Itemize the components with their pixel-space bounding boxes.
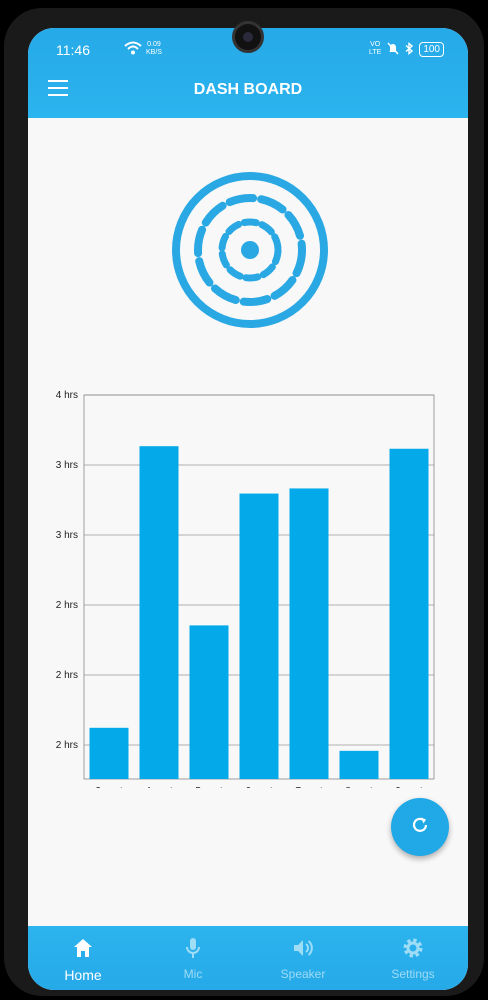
phone-frame: 11:46 0.09 KB/S VO LTE	[4, 8, 484, 996]
app-screen: 11:46 0.09 KB/S VO LTE	[28, 28, 468, 990]
menu-icon[interactable]	[48, 80, 68, 96]
nav-settings[interactable]: Settings	[358, 926, 468, 990]
status-right: VO LTE 100	[369, 41, 444, 57]
y-tick-label: 2 hrs	[56, 740, 78, 751]
bar-chart: 2 hrs 2 hrs 2 hrs 3 hrs 3 hrs 4 hrs 3 sept 4 se…	[56, 390, 435, 797]
bar	[239, 493, 279, 779]
speaker-icon	[291, 936, 315, 965]
status-bar: 11:46 0.09 KB/S VO LTE	[28, 38, 468, 64]
wifi-icon	[124, 41, 142, 60]
page-title: DASH BOARD	[193, 81, 303, 98]
y-tick-label: 2 hrs	[56, 670, 78, 681]
y-tick-label: 4 hrs	[56, 390, 78, 401]
x-tick-label: 5 sept	[195, 786, 222, 788]
nav-mic-label: Mic	[183, 967, 203, 981]
bottom-nav: Home Mic Speaker Settings	[28, 926, 468, 990]
nav-speaker-label: Speaker	[280, 967, 326, 981]
home-icon	[71, 936, 95, 965]
x-tick-label: 8 sept	[345, 786, 372, 788]
bar	[139, 446, 179, 779]
usage-chart: 2 hrs 2 hrs 2 hrs 3 hrs 3 hrs 4 hrs 3 sept 4 se…	[28, 358, 468, 797]
y-tick-label: 2 hrs	[56, 600, 78, 611]
x-tick-label: 9 sept	[395, 786, 422, 788]
refresh-icon	[410, 815, 430, 840]
x-tick-label: 7 sept	[295, 786, 322, 788]
settings-icon	[401, 936, 425, 965]
x-tick-label: 4 sept	[145, 786, 172, 788]
bar	[89, 727, 129, 779]
net-speed: 0.09 KB/S	[146, 41, 162, 57]
mute-icon	[387, 41, 399, 57]
nav-home-label: Home	[64, 967, 102, 983]
bar	[389, 448, 429, 779]
net-speed-value: 0.09	[147, 41, 161, 48]
status-time: 11:46	[56, 42, 90, 58]
y-tick-label: 3 hrs	[56, 530, 78, 541]
nav-mic[interactable]: Mic	[138, 926, 248, 990]
battery-indicator: 100	[419, 41, 444, 57]
net-speed-unit: KB/S	[146, 49, 162, 56]
y-tick-label: 3 hrs	[56, 460, 78, 471]
refresh-button[interactable]	[391, 798, 449, 856]
volte-top: VO	[370, 41, 381, 48]
nav-home[interactable]: Home	[28, 926, 138, 990]
bar	[289, 488, 329, 779]
x-tick-label: 3 sept	[95, 786, 122, 788]
radar-icon	[170, 170, 330, 330]
mic-icon	[181, 936, 205, 965]
nav-speaker[interactable]: Speaker	[248, 926, 358, 990]
x-tick-label: 6 sept	[245, 786, 272, 788]
bluetooth-icon	[405, 41, 414, 57]
front-camera	[232, 21, 264, 53]
bar	[339, 750, 379, 779]
volte-bottom: LTE	[368, 49, 382, 56]
volte-indicator: VO LTE	[369, 41, 381, 57]
bar	[189, 625, 229, 779]
nav-settings-label: Settings	[391, 967, 435, 981]
